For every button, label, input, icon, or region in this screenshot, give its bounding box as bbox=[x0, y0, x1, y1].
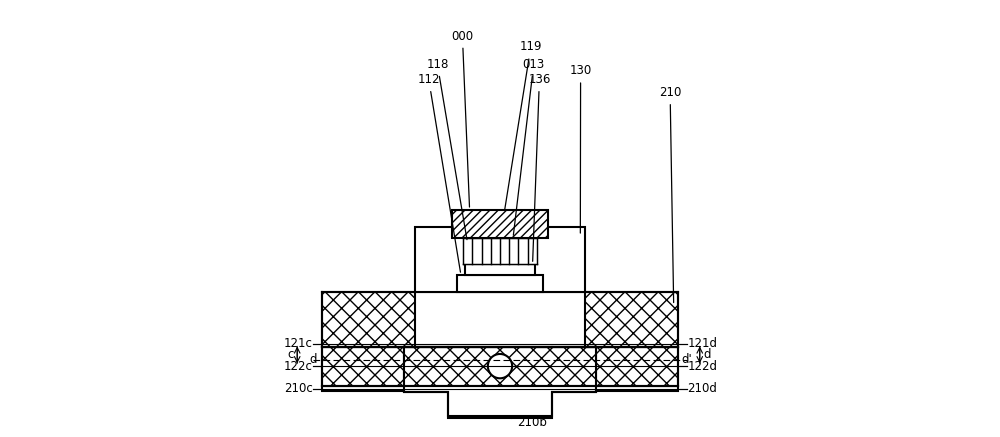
Text: 122c: 122c bbox=[284, 360, 312, 373]
Text: 210: 210 bbox=[659, 86, 681, 302]
Text: d': d' bbox=[682, 353, 692, 366]
Bar bbox=[404, 347, 596, 386]
Text: d: d bbox=[309, 353, 317, 366]
Circle shape bbox=[488, 354, 512, 378]
Text: 118: 118 bbox=[426, 58, 467, 239]
Bar bbox=[457, 275, 543, 292]
Text: 000: 000 bbox=[451, 30, 473, 207]
Text: 119: 119 bbox=[505, 41, 542, 209]
Bar bbox=[452, 210, 548, 238]
Text: 130: 130 bbox=[569, 64, 592, 233]
Text: 136: 136 bbox=[528, 73, 551, 261]
Text: 210d: 210d bbox=[688, 382, 717, 395]
Text: 121d: 121d bbox=[688, 337, 718, 350]
Text: d: d bbox=[703, 348, 711, 361]
Bar bbox=[322, 292, 678, 347]
Text: 121c: 121c bbox=[284, 337, 312, 350]
Text: c: c bbox=[287, 348, 294, 361]
Text: 210c: 210c bbox=[284, 382, 312, 395]
Bar bbox=[596, 347, 678, 386]
Bar bbox=[322, 347, 404, 386]
Bar bbox=[322, 292, 415, 347]
Text: 013: 013 bbox=[513, 58, 545, 235]
Text: 112: 112 bbox=[417, 73, 460, 272]
Polygon shape bbox=[322, 386, 678, 418]
Text: 210b: 210b bbox=[503, 416, 547, 429]
Bar bbox=[463, 238, 537, 264]
Bar bbox=[585, 292, 678, 347]
Bar bbox=[415, 227, 585, 292]
Bar bbox=[465, 264, 535, 275]
Text: 122d: 122d bbox=[688, 360, 718, 373]
